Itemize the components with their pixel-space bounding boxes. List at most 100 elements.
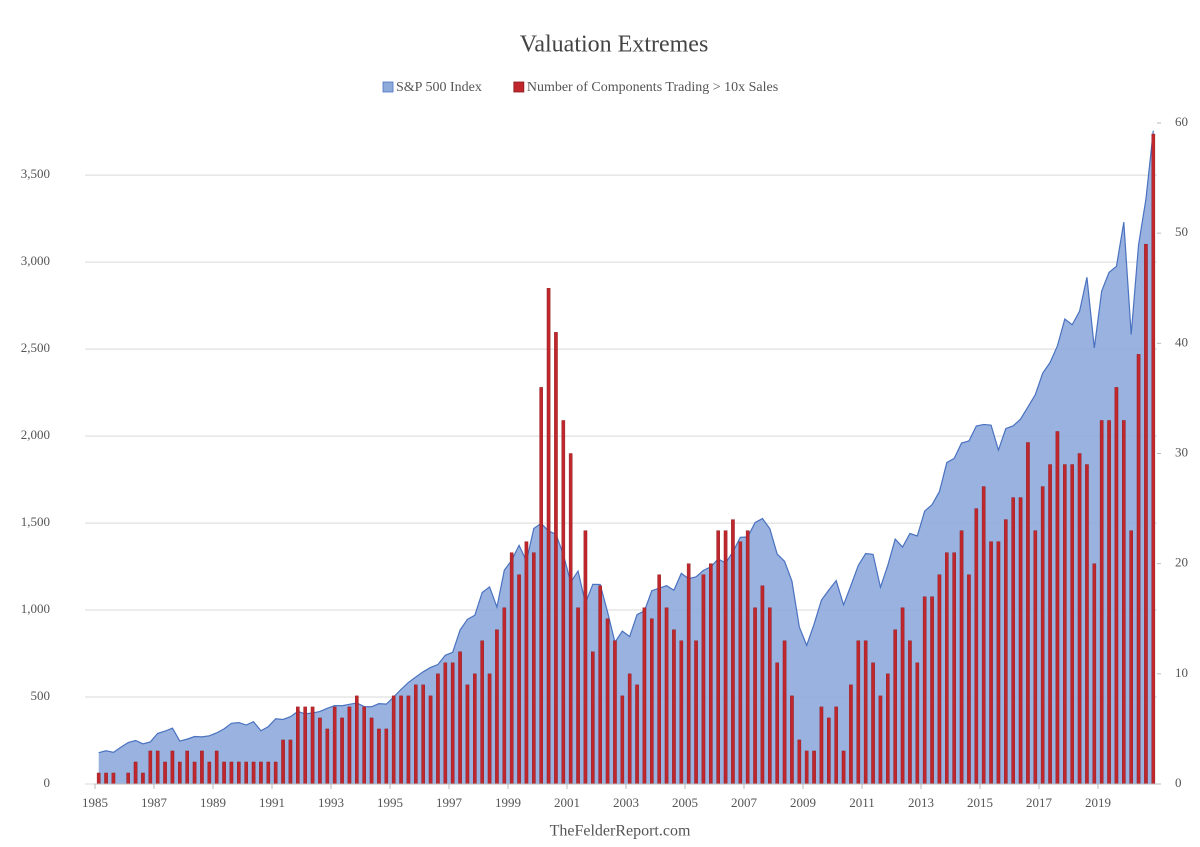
y2-tick-label: 0 xyxy=(1175,775,1182,790)
bar xyxy=(325,728,330,785)
y-tick-label: 0 xyxy=(44,775,51,790)
bar xyxy=(200,750,204,785)
bar xyxy=(1063,464,1067,785)
x-tick-label: 2017 xyxy=(1026,795,1053,810)
y-tick-label: 2,500 xyxy=(21,340,50,355)
bar xyxy=(428,695,433,785)
bar xyxy=(635,684,639,785)
bar xyxy=(480,640,484,785)
y-tick-label: 500 xyxy=(31,688,51,703)
bar xyxy=(716,530,720,785)
bar xyxy=(111,772,116,785)
bar xyxy=(797,739,802,785)
bar xyxy=(502,607,507,785)
bar xyxy=(133,761,138,785)
bar xyxy=(819,706,824,785)
bar xyxy=(745,530,750,785)
bar xyxy=(841,750,846,785)
bar xyxy=(922,596,927,785)
bar xyxy=(237,761,241,785)
y2-tick-label: 20 xyxy=(1175,555,1188,570)
bar xyxy=(340,717,344,785)
bar xyxy=(1099,420,1104,785)
x-tick-label: 2003 xyxy=(613,795,639,810)
bar xyxy=(893,629,897,785)
bar xyxy=(1040,486,1045,785)
bar xyxy=(1114,387,1119,785)
bar xyxy=(1136,354,1141,785)
bar xyxy=(96,772,101,785)
bar xyxy=(871,662,875,785)
bar xyxy=(244,761,248,785)
bar xyxy=(473,673,477,785)
bar xyxy=(318,717,322,785)
y2-tick-label: 60 xyxy=(1175,114,1188,129)
bar xyxy=(1018,497,1023,785)
y2-tick-label: 10 xyxy=(1175,665,1188,680)
x-tick-label: 1987 xyxy=(141,795,168,810)
bar xyxy=(178,761,182,785)
bar xyxy=(1122,420,1126,785)
bar xyxy=(908,640,912,785)
bar xyxy=(1107,420,1111,785)
x-tick-label: 2001 xyxy=(554,795,580,810)
bar xyxy=(487,673,492,785)
bar xyxy=(288,739,293,785)
bar xyxy=(657,574,661,785)
bar xyxy=(672,629,676,785)
bar xyxy=(554,332,558,785)
bar xyxy=(214,750,219,785)
bar xyxy=(1033,530,1038,785)
area-line xyxy=(98,130,1154,754)
bar xyxy=(967,574,971,785)
y-tick-label: 3,000 xyxy=(21,253,50,268)
bar xyxy=(509,552,514,785)
bar xyxy=(591,651,595,785)
bar xyxy=(384,728,389,785)
bar xyxy=(251,761,256,785)
bar xyxy=(170,750,175,785)
bar xyxy=(863,640,868,785)
bar xyxy=(1004,519,1008,785)
bar xyxy=(1048,464,1052,785)
y-tick-label: 1,000 xyxy=(21,601,50,616)
bar xyxy=(856,640,861,785)
bar xyxy=(465,684,470,785)
bar xyxy=(532,552,536,785)
bar xyxy=(310,706,315,785)
y2-tick-label: 30 xyxy=(1175,444,1188,459)
x-tick-label: 2015 xyxy=(967,795,993,810)
bar xyxy=(207,761,212,785)
x-tick-label: 2007 xyxy=(731,795,758,810)
bar xyxy=(1077,453,1082,785)
bar xyxy=(738,541,743,785)
bar xyxy=(1011,497,1015,785)
bar xyxy=(930,596,934,785)
bar xyxy=(613,640,617,785)
legend: S&P 500 Index Number of Components Tradin… xyxy=(382,80,778,95)
bar xyxy=(546,288,551,785)
bar xyxy=(561,420,566,785)
bar xyxy=(642,607,647,785)
x-tick-label: 2011 xyxy=(849,795,875,810)
legend-swatch xyxy=(382,81,394,93)
bar xyxy=(827,717,831,785)
x-tick-label: 2005 xyxy=(672,795,698,810)
bar xyxy=(414,684,418,785)
y-tick-label: 3,500 xyxy=(21,166,50,181)
y-tick-label: 2,000 xyxy=(21,427,50,442)
bar xyxy=(126,772,130,785)
bar xyxy=(1151,133,1156,785)
bar xyxy=(605,618,610,785)
bar xyxy=(1092,563,1097,785)
legend-swatch xyxy=(513,81,525,93)
bar xyxy=(369,717,374,785)
x-tick-label: 1993 xyxy=(318,795,344,810)
bar xyxy=(399,695,403,785)
bar xyxy=(163,761,167,785)
bar xyxy=(952,552,956,785)
bar xyxy=(141,772,145,785)
bar xyxy=(222,761,226,785)
y2-tick-label: 50 xyxy=(1175,224,1188,239)
